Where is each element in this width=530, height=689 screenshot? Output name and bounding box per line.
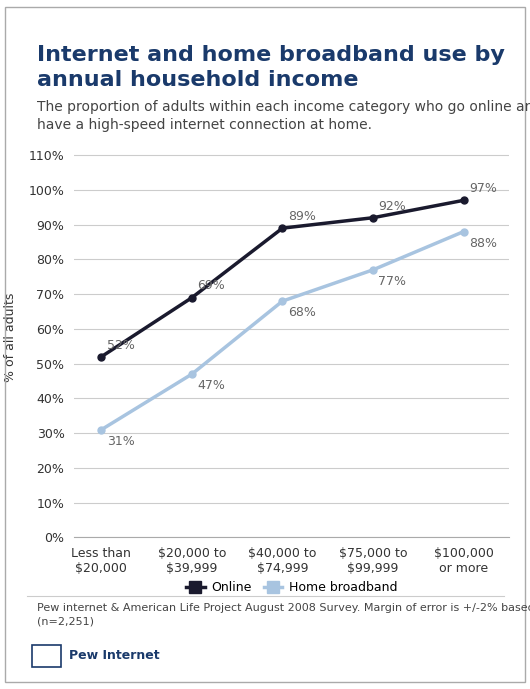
Text: 52%: 52% bbox=[107, 338, 135, 351]
Text: 77%: 77% bbox=[378, 275, 407, 288]
Text: 47%: 47% bbox=[197, 380, 225, 392]
Text: 69%: 69% bbox=[197, 280, 225, 292]
Text: 88%: 88% bbox=[469, 237, 497, 250]
Legend: Online, Home broadband: Online, Home broadband bbox=[181, 576, 402, 599]
Text: 97%: 97% bbox=[469, 182, 497, 195]
Text: 68%: 68% bbox=[288, 307, 316, 319]
Text: Pew internet & American Life Project August 2008 Survey. Margin of error is +/-2: Pew internet & American Life Project Aug… bbox=[37, 603, 530, 626]
Text: 92%: 92% bbox=[378, 200, 406, 212]
Text: The proportion of adults within each income category who go online and
have a hi: The proportion of adults within each inc… bbox=[37, 100, 530, 132]
Text: 89%: 89% bbox=[288, 210, 316, 223]
Text: Pew Internet: Pew Internet bbox=[69, 650, 160, 662]
Text: 31%: 31% bbox=[107, 435, 135, 448]
Y-axis label: % of all adults: % of all adults bbox=[4, 293, 17, 382]
Text: Internet and home broadband use by
annual household income: Internet and home broadband use by annua… bbox=[37, 45, 505, 90]
